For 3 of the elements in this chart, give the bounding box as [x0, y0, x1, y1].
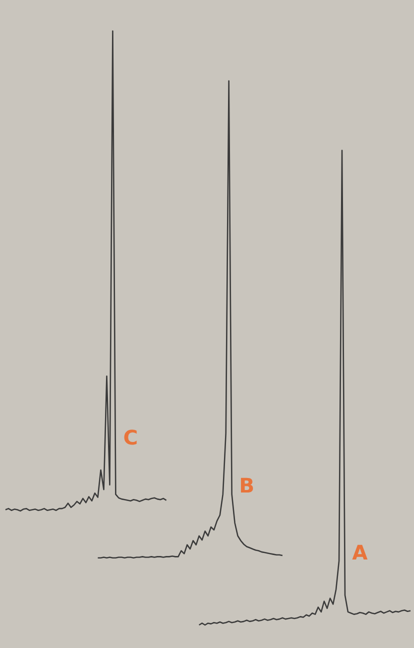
series-label: A: [352, 540, 368, 565]
series-label: C: [123, 425, 138, 450]
series-label: B: [239, 474, 254, 498]
